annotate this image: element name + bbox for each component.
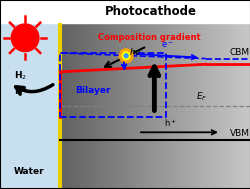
Text: e$^-$: e$^-$ (160, 40, 173, 50)
Text: Photocathode: Photocathode (104, 5, 196, 18)
Text: Water: Water (14, 167, 44, 176)
Text: $E_F$: $E_F$ (195, 91, 206, 103)
Bar (60, 0, 250, 23)
Text: Bilayer: Bilayer (75, 86, 110, 95)
Text: H$_2$: H$_2$ (14, 69, 27, 82)
Ellipse shape (119, 49, 132, 63)
Text: $h\nu$: $h\nu$ (129, 46, 141, 57)
Text: CBM: CBM (229, 48, 249, 57)
Text: Composition gradient: Composition gradient (98, 33, 200, 42)
Bar (0, 0, 60, 23)
Text: h$^+$: h$^+$ (164, 118, 176, 129)
Bar (0, 0, 60, 189)
Text: H$^+$: H$^+$ (14, 85, 29, 97)
Text: VBM: VBM (229, 129, 249, 138)
Ellipse shape (11, 24, 39, 52)
Ellipse shape (124, 54, 128, 58)
Ellipse shape (122, 52, 130, 60)
